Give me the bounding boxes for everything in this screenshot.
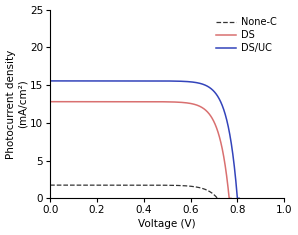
Y-axis label: Photocurrent density
(mA/cm²): Photocurrent density (mA/cm²) bbox=[6, 49, 27, 159]
X-axis label: Voltage (V): Voltage (V) bbox=[138, 219, 196, 229]
Legend: None-C, DS, DS/UC: None-C, DS, DS/UC bbox=[213, 14, 279, 56]
